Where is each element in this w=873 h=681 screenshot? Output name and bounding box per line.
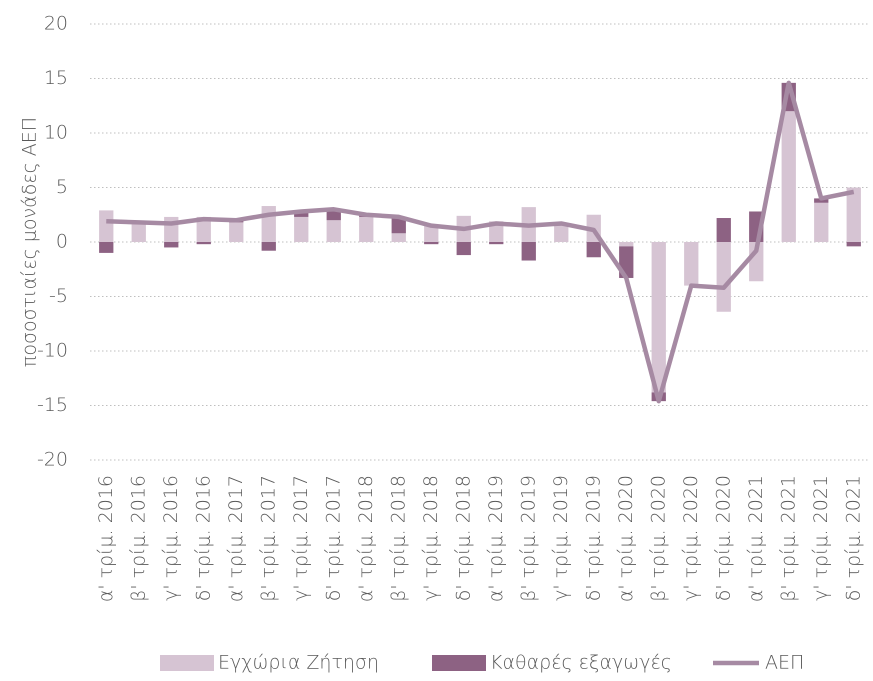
bar: [261, 242, 276, 251]
legend-label: Καθαρές εξαγωγές: [490, 652, 672, 674]
x-tick-label: δ' τρίμ. 2016: [192, 475, 214, 601]
legend-swatch: [160, 655, 214, 671]
bar: [489, 242, 504, 245]
bar: [294, 211, 309, 217]
bar: [586, 242, 601, 258]
y-tick-label: 10: [44, 122, 68, 144]
bar: [651, 242, 666, 393]
y-tick-label: -15: [37, 394, 68, 416]
x-tick-label: β' τρίμ. 2016: [127, 475, 149, 602]
x-tick-label: β' τρίμ. 2018: [387, 475, 409, 602]
bar: [521, 242, 536, 261]
bar: [196, 216, 211, 242]
bar: [391, 233, 406, 242]
legend-swatch: [432, 655, 486, 671]
bar: [619, 242, 634, 247]
legend-label: ΑΕΠ: [765, 652, 804, 674]
x-tick-label: δ' τρίμ. 2019: [582, 475, 604, 601]
x-tick-label: δ' τρίμ. 2021: [842, 475, 864, 601]
x-tick-label: β' τρίμ. 2021: [777, 475, 799, 602]
y-tick-label: -20: [37, 449, 68, 471]
bar: [781, 111, 796, 242]
x-tick-label: α' τρίμ. 2018: [355, 475, 377, 602]
bar: [424, 242, 439, 245]
legend-label: Εγχώρια Ζήτηση: [218, 652, 379, 674]
y-tick-label: 20: [44, 13, 68, 35]
y-tick-label: 15: [44, 67, 68, 89]
bar: [684, 242, 699, 286]
x-tick-label: γ' τρίμ. 2018: [420, 475, 442, 601]
bar: [489, 221, 504, 242]
line: [106, 80, 855, 404]
y-axis-label: ποσοστιαίες μονάδες ΑΕΠ: [19, 117, 41, 367]
x-tick-label: α' τρίμ. 2021: [745, 475, 767, 602]
x-tick-label: β' τρίμ. 2020: [647, 475, 669, 602]
bar: [99, 210, 114, 242]
bar: [716, 218, 731, 242]
bar: [261, 206, 276, 242]
bar: [391, 218, 406, 234]
x-tick-label: δ' τρίμ. 2018: [452, 475, 474, 601]
x-tick-label: γ' τρίμ. 2016: [160, 475, 182, 601]
bar: [164, 242, 179, 248]
y-tick-label: 5: [56, 176, 68, 198]
x-tick-label: α' τρίμ. 2017: [225, 475, 247, 602]
x-tick-label: α' τρίμ. 2020: [615, 475, 637, 602]
x-tick-label: γ' τρίμ. 2021: [810, 475, 832, 601]
bar: [846, 187, 861, 242]
x-tick-label: α' τρίμ. 2016: [95, 475, 117, 602]
x-tick-label: γ' τρίμ. 2019: [550, 475, 572, 601]
bar: [814, 202, 829, 242]
y-tick-label: -10: [37, 340, 68, 362]
bar: [326, 220, 341, 242]
y-tick-label: -5: [49, 285, 68, 307]
x-tick-label: γ' τρίμ. 2017: [290, 475, 312, 601]
bar: [716, 242, 731, 312]
y-tick-label: 0: [56, 231, 68, 253]
x-tick-label: δ' τρίμ. 2017: [322, 475, 344, 601]
bar: [554, 225, 569, 242]
bar: [229, 222, 244, 242]
x-tick-label: α' τρίμ. 2019: [485, 475, 507, 602]
bar: [846, 242, 861, 247]
bar: [359, 216, 374, 242]
x-tick-label: δ' τρίμ. 2020: [712, 475, 734, 601]
x-tick-label: γ' τρίμ. 2020: [680, 475, 702, 601]
bar: [99, 242, 114, 253]
x-tick-label: β' τρίμ. 2019: [517, 475, 539, 602]
bar: [294, 216, 309, 242]
bar: [326, 209, 341, 221]
bar: [424, 224, 439, 242]
bar: [456, 242, 471, 256]
bar: [196, 242, 211, 245]
x-tick-label: β' τρίμ. 2017: [257, 475, 279, 602]
bar: [131, 222, 146, 242]
